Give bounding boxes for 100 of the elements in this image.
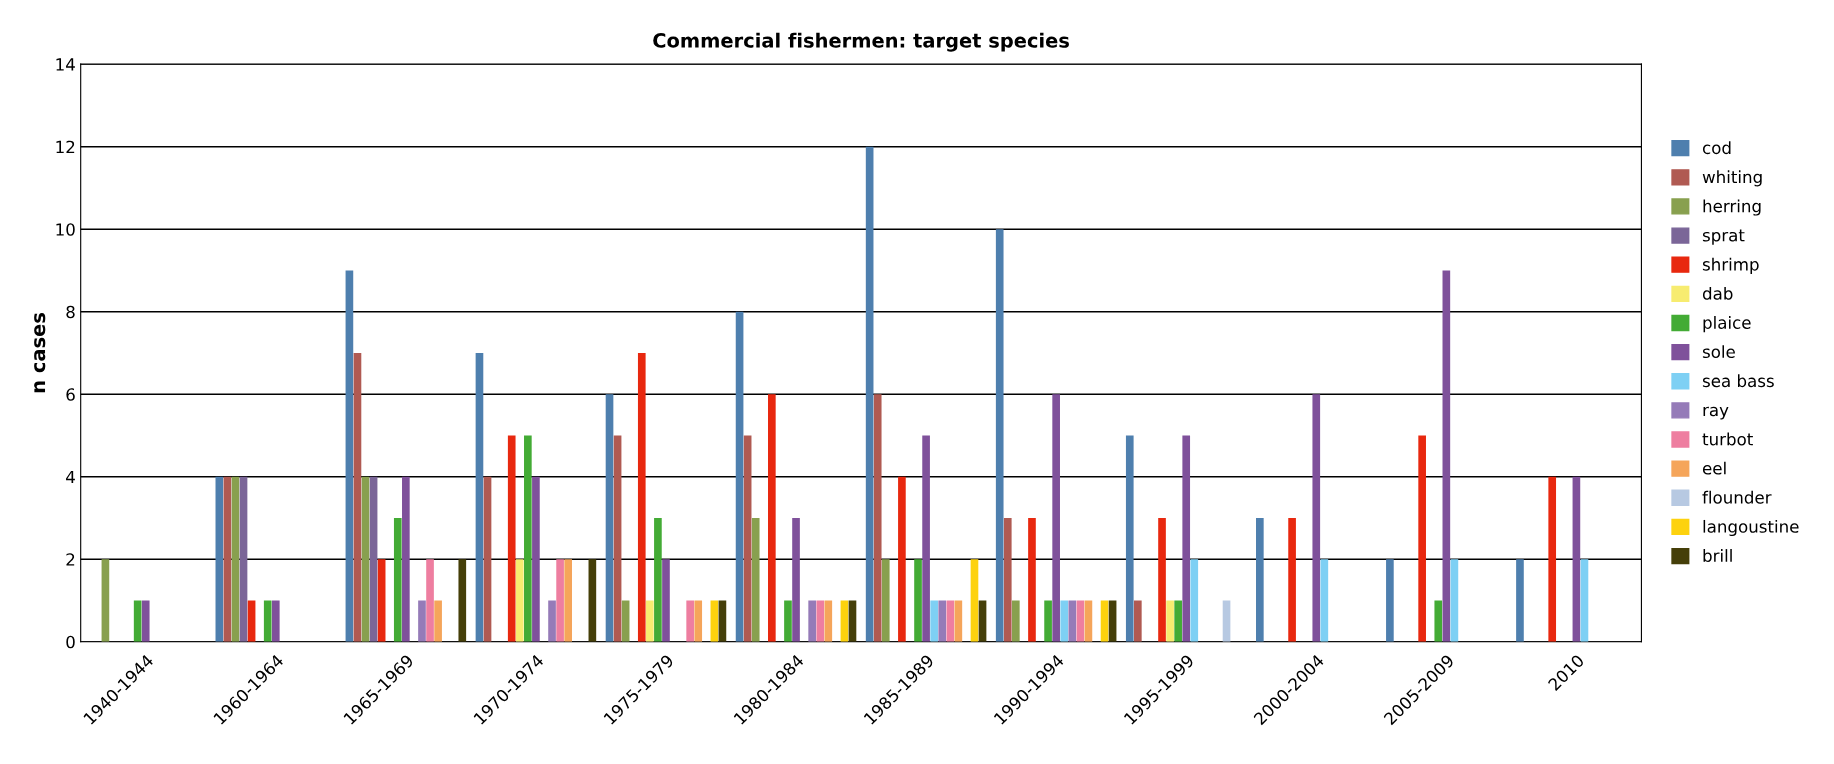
bar bbox=[345, 270, 354, 642]
bar bbox=[1003, 517, 1012, 642]
y-axis-title: n cases bbox=[34, 313, 46, 393]
bar bbox=[743, 435, 752, 642]
bar bbox=[938, 600, 947, 642]
bar bbox=[881, 559, 890, 642]
bar bbox=[654, 517, 662, 642]
bar bbox=[1320, 559, 1329, 642]
bar bbox=[1068, 600, 1077, 642]
bar bbox=[215, 476, 224, 642]
bar bbox=[532, 476, 540, 642]
bar bbox=[808, 600, 816, 642]
legend-label: herring bbox=[1703, 199, 1761, 216]
legend-label: eel bbox=[1702, 461, 1726, 475]
bar bbox=[548, 600, 556, 642]
bar bbox=[792, 517, 800, 642]
legend-label: ray bbox=[1703, 406, 1729, 420]
y-tick-label: 6 bbox=[66, 388, 75, 401]
bar bbox=[353, 352, 362, 642]
bar bbox=[637, 352, 646, 642]
bar bbox=[824, 600, 833, 642]
bar bbox=[914, 559, 922, 642]
bar bbox=[556, 559, 564, 642]
bar bbox=[1052, 394, 1060, 642]
bar bbox=[1256, 517, 1264, 642]
legend-label: whiting bbox=[1702, 170, 1762, 187]
bar bbox=[369, 476, 378, 642]
bar bbox=[507, 435, 516, 642]
bar bbox=[605, 394, 614, 642]
legend-label: flounder bbox=[1702, 490, 1772, 504]
bar bbox=[816, 600, 825, 642]
bar bbox=[865, 146, 874, 642]
bar bbox=[418, 600, 426, 642]
bar bbox=[263, 600, 272, 642]
bar bbox=[1182, 435, 1191, 642]
bar bbox=[613, 435, 622, 642]
bar bbox=[970, 559, 979, 642]
legend-label: dab bbox=[1702, 286, 1733, 300]
bar bbox=[1166, 600, 1174, 642]
bar bbox=[930, 600, 938, 642]
bar bbox=[1190, 559, 1199, 642]
bar bbox=[1516, 559, 1524, 642]
bar bbox=[1418, 435, 1426, 642]
bar bbox=[475, 352, 484, 642]
bar bbox=[141, 600, 150, 642]
bar bbox=[402, 476, 410, 642]
bar bbox=[223, 476, 232, 642]
y-tick-label: 12 bbox=[56, 140, 75, 154]
bar bbox=[1012, 600, 1020, 642]
bar bbox=[1386, 559, 1394, 642]
bar bbox=[434, 600, 442, 642]
bar bbox=[483, 476, 492, 642]
bar bbox=[694, 600, 703, 642]
bar bbox=[1174, 600, 1182, 642]
bar bbox=[1442, 270, 1451, 642]
bar bbox=[995, 229, 1004, 642]
bar bbox=[1060, 600, 1069, 642]
bar bbox=[1434, 600, 1443, 642]
y-tick-label: 4 bbox=[66, 470, 75, 484]
bar bbox=[564, 559, 572, 642]
bar bbox=[377, 559, 386, 642]
legend-label: langoustine bbox=[1703, 519, 1799, 537]
bar bbox=[426, 559, 434, 642]
bar bbox=[515, 559, 524, 642]
legend-label: sprat bbox=[1702, 229, 1745, 245]
bar bbox=[1125, 435, 1134, 642]
bar bbox=[1044, 600, 1052, 642]
bar bbox=[1580, 559, 1589, 642]
bar bbox=[922, 435, 930, 642]
bar bbox=[271, 600, 280, 642]
legend-label: plaice bbox=[1703, 316, 1751, 333]
y-tick-label: 14 bbox=[56, 58, 75, 71]
legend-label: turbot bbox=[1702, 432, 1753, 446]
y-tick-label: 2 bbox=[66, 553, 75, 566]
chart-title: Commercial fishermen: target species bbox=[653, 32, 1069, 52]
bar bbox=[873, 394, 882, 642]
bar bbox=[393, 517, 402, 642]
bar bbox=[1288, 517, 1296, 642]
bar bbox=[1312, 394, 1321, 642]
bar bbox=[231, 476, 240, 642]
bar bbox=[1548, 476, 1557, 642]
legend-label: cod bbox=[1702, 141, 1731, 155]
bar bbox=[898, 476, 906, 642]
bar bbox=[361, 476, 370, 642]
bar bbox=[1572, 476, 1581, 642]
y-tick-label: 8 bbox=[66, 305, 75, 319]
legend-label: shrimp bbox=[1702, 257, 1759, 274]
bar bbox=[784, 600, 792, 642]
bar bbox=[946, 600, 955, 642]
bar bbox=[646, 600, 654, 642]
bar bbox=[1450, 559, 1459, 642]
bar bbox=[588, 559, 597, 642]
legend-label: brill bbox=[1703, 549, 1732, 562]
bar bbox=[524, 435, 532, 642]
legend-label: sole bbox=[1702, 345, 1735, 359]
bar bbox=[751, 517, 760, 642]
y-tick-label: 10 bbox=[56, 223, 75, 236]
y-tick-label: 0 bbox=[66, 635, 75, 649]
bar bbox=[1028, 517, 1036, 642]
bar bbox=[1158, 517, 1166, 642]
